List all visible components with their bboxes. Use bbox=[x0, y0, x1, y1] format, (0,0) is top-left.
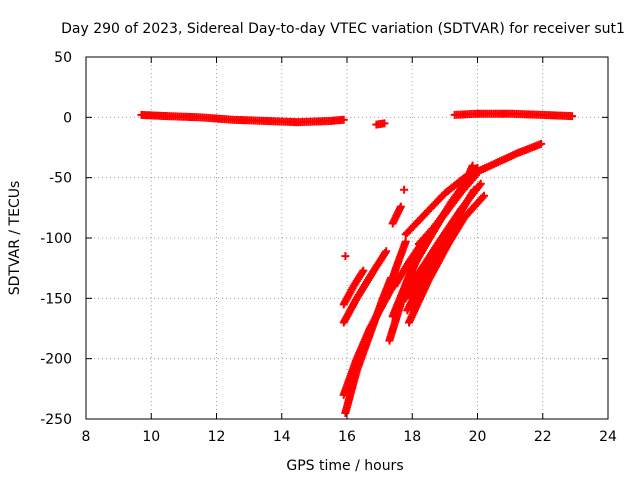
x-tick-label: 24 bbox=[599, 429, 617, 445]
data-point bbox=[568, 112, 577, 121]
data-point bbox=[471, 171, 480, 180]
data-point bbox=[470, 172, 479, 181]
data-point bbox=[359, 266, 368, 275]
y-tick-label: -200 bbox=[40, 352, 72, 368]
y-tick-labels: -250 -200 -150 -100 -50 0 50 bbox=[40, 50, 72, 428]
x-axis-label: GPS time / hours bbox=[286, 458, 403, 474]
y-tick-label: -150 bbox=[40, 291, 72, 307]
x-tick-label: 12 bbox=[208, 429, 226, 445]
data-point bbox=[468, 161, 477, 170]
data-point bbox=[400, 185, 409, 194]
data-point bbox=[401, 237, 410, 246]
data-point bbox=[396, 202, 405, 211]
data-point bbox=[380, 119, 389, 128]
chart-title: Day 290 of 2023, Sidereal Day-to-day VTE… bbox=[61, 21, 625, 37]
x-tick-label: 8 bbox=[82, 429, 91, 445]
data-point bbox=[341, 252, 350, 261]
x-tick-label: 20 bbox=[469, 429, 487, 445]
x-tick-label: 16 bbox=[338, 429, 356, 445]
y-tick-label: -250 bbox=[40, 412, 72, 428]
y-tick-label: 50 bbox=[54, 50, 72, 66]
x-tick-label: 14 bbox=[273, 429, 291, 445]
axis-ticks bbox=[85, 56, 609, 420]
y-tick-label: 0 bbox=[63, 110, 72, 126]
x-tick-labels: 8 10 12 14 16 18 20 22 24 bbox=[82, 429, 617, 445]
y-tick-label: -100 bbox=[40, 231, 72, 247]
y-axis-label: SDTVAR / TECUs bbox=[7, 181, 23, 296]
x-tick-label: 22 bbox=[534, 429, 552, 445]
data-point bbox=[537, 139, 546, 148]
data-point bbox=[382, 247, 391, 256]
y-tick-label: -50 bbox=[49, 171, 72, 187]
data-point bbox=[475, 181, 484, 190]
x-tick-label: 10 bbox=[142, 429, 160, 445]
data-points bbox=[137, 109, 577, 417]
data-point bbox=[339, 115, 348, 124]
data-point bbox=[478, 193, 487, 202]
data-point bbox=[476, 179, 485, 188]
data-point bbox=[480, 191, 489, 200]
x-tick-label: 18 bbox=[403, 429, 421, 445]
